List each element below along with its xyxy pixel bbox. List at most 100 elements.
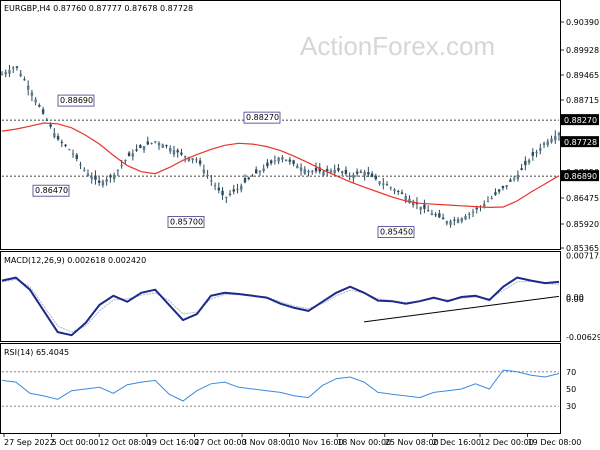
price-y-tick: 0.90390 — [566, 18, 599, 27]
candle-body — [497, 189, 501, 192]
candle-body — [146, 141, 149, 145]
candle-body — [217, 187, 221, 191]
candle-body — [8, 69, 11, 74]
candle-body — [94, 175, 97, 180]
candle-body — [337, 168, 340, 171]
axis-layer: 0.903900.899280.894650.887150.876050.870… — [3, 18, 600, 447]
candle-body — [505, 184, 508, 187]
candle-body — [213, 185, 217, 187]
candle-body — [539, 148, 542, 152]
candle-body — [120, 164, 123, 166]
macd-y-tick: 0.00 — [566, 295, 584, 304]
candle-body — [284, 159, 288, 162]
candle-body — [397, 191, 400, 193]
axis-price-tag-bg — [561, 170, 599, 182]
candle-body — [247, 177, 250, 180]
price-y-tick: 0.85920 — [566, 220, 599, 229]
rsi-y-tick: 70 — [566, 368, 576, 377]
candle-body — [554, 135, 557, 141]
candle-body — [400, 192, 404, 194]
candle-body — [68, 149, 71, 151]
rsi-layer — [1, 369, 560, 407]
candle-body — [370, 173, 374, 177]
moving-average-line — [1, 122, 560, 209]
candle-body — [56, 136, 60, 140]
price-annotation-label: 0.85450 — [380, 228, 413, 237]
candle-body — [355, 171, 359, 174]
candle-body — [150, 142, 153, 144]
macd-trendline — [363, 295, 560, 323]
candle-body — [382, 183, 385, 185]
candle-body — [45, 119, 49, 121]
candle-body — [501, 185, 505, 189]
candle-body — [30, 92, 34, 96]
candle-body — [378, 181, 381, 184]
macd-y-tick: 0.007175 — [566, 251, 600, 260]
candle-body — [314, 167, 318, 172]
candle-body — [527, 160, 531, 163]
candle-body — [456, 219, 460, 223]
candle-body — [195, 159, 198, 161]
candle-body — [460, 218, 464, 222]
macd-layer — [1, 276, 560, 337]
candle-body — [412, 201, 415, 206]
x-tick-label: 19 Dec 08:00 — [528, 438, 582, 447]
candle-body — [4, 72, 7, 75]
candle-body — [322, 171, 325, 176]
candle-body — [236, 188, 239, 190]
axis-price-tag-bg — [561, 114, 599, 126]
candle-body — [468, 213, 471, 215]
candle-body — [191, 158, 194, 161]
candle-body — [307, 170, 310, 173]
candle-body — [546, 141, 549, 145]
candle-body — [340, 171, 344, 173]
x-tick-label: 25 Nov 08:00 — [385, 438, 439, 447]
price-y-tick: 0.86475 — [566, 194, 599, 203]
candle-body — [464, 216, 467, 220]
candle-body — [344, 169, 348, 174]
candle-body — [494, 192, 497, 195]
candle-body — [385, 184, 389, 186]
x-tick-label: 12 Dec 00:00 — [480, 438, 534, 447]
candle-body — [557, 133, 561, 136]
candle-body — [165, 145, 168, 147]
price-annotation-1: 0.86470 — [32, 184, 70, 197]
candle-body — [228, 193, 232, 195]
candle-body — [471, 211, 475, 213]
rsi-panel-frame — [0, 343, 561, 434]
candle-body — [206, 175, 209, 177]
price-annotation-3: 0.85700 — [167, 216, 205, 228]
candle-body — [445, 221, 449, 224]
candle-body — [142, 146, 146, 150]
candle-body — [41, 109, 45, 114]
price-y-tick: 0.85365 — [566, 244, 599, 253]
candle-body — [180, 152, 183, 155]
candle-body — [430, 213, 434, 215]
candle-body — [475, 207, 478, 210]
candle-body — [277, 157, 280, 162]
candle-body — [112, 174, 116, 180]
candle-body — [240, 185, 243, 190]
candle-body — [116, 169, 120, 171]
candle-body — [441, 217, 445, 220]
macd-title: MACD(12,26,9) 0.002618 0.002420 — [4, 256, 146, 265]
candle-body — [64, 144, 67, 147]
price-annotation-label: 0.88690 — [60, 96, 93, 105]
candle-body — [352, 174, 355, 179]
rsi-y-tick: 50 — [566, 385, 576, 394]
candle-body — [255, 169, 258, 174]
candle-body — [105, 179, 108, 182]
candle-body — [423, 204, 426, 209]
candle-body — [90, 176, 93, 179]
x-tick-label: 5 Oct 00:00 — [52, 438, 99, 447]
candle-body — [198, 160, 202, 165]
price-annotation-label: 0.88270 — [246, 113, 279, 122]
candle-body — [524, 160, 527, 166]
candle-body — [169, 147, 172, 152]
candle-body — [34, 99, 37, 103]
candle-body — [550, 138, 553, 143]
macd-panel-frame — [0, 251, 561, 342]
candle-body — [426, 210, 430, 212]
price-annotation-label: 0.86470 — [35, 186, 68, 195]
